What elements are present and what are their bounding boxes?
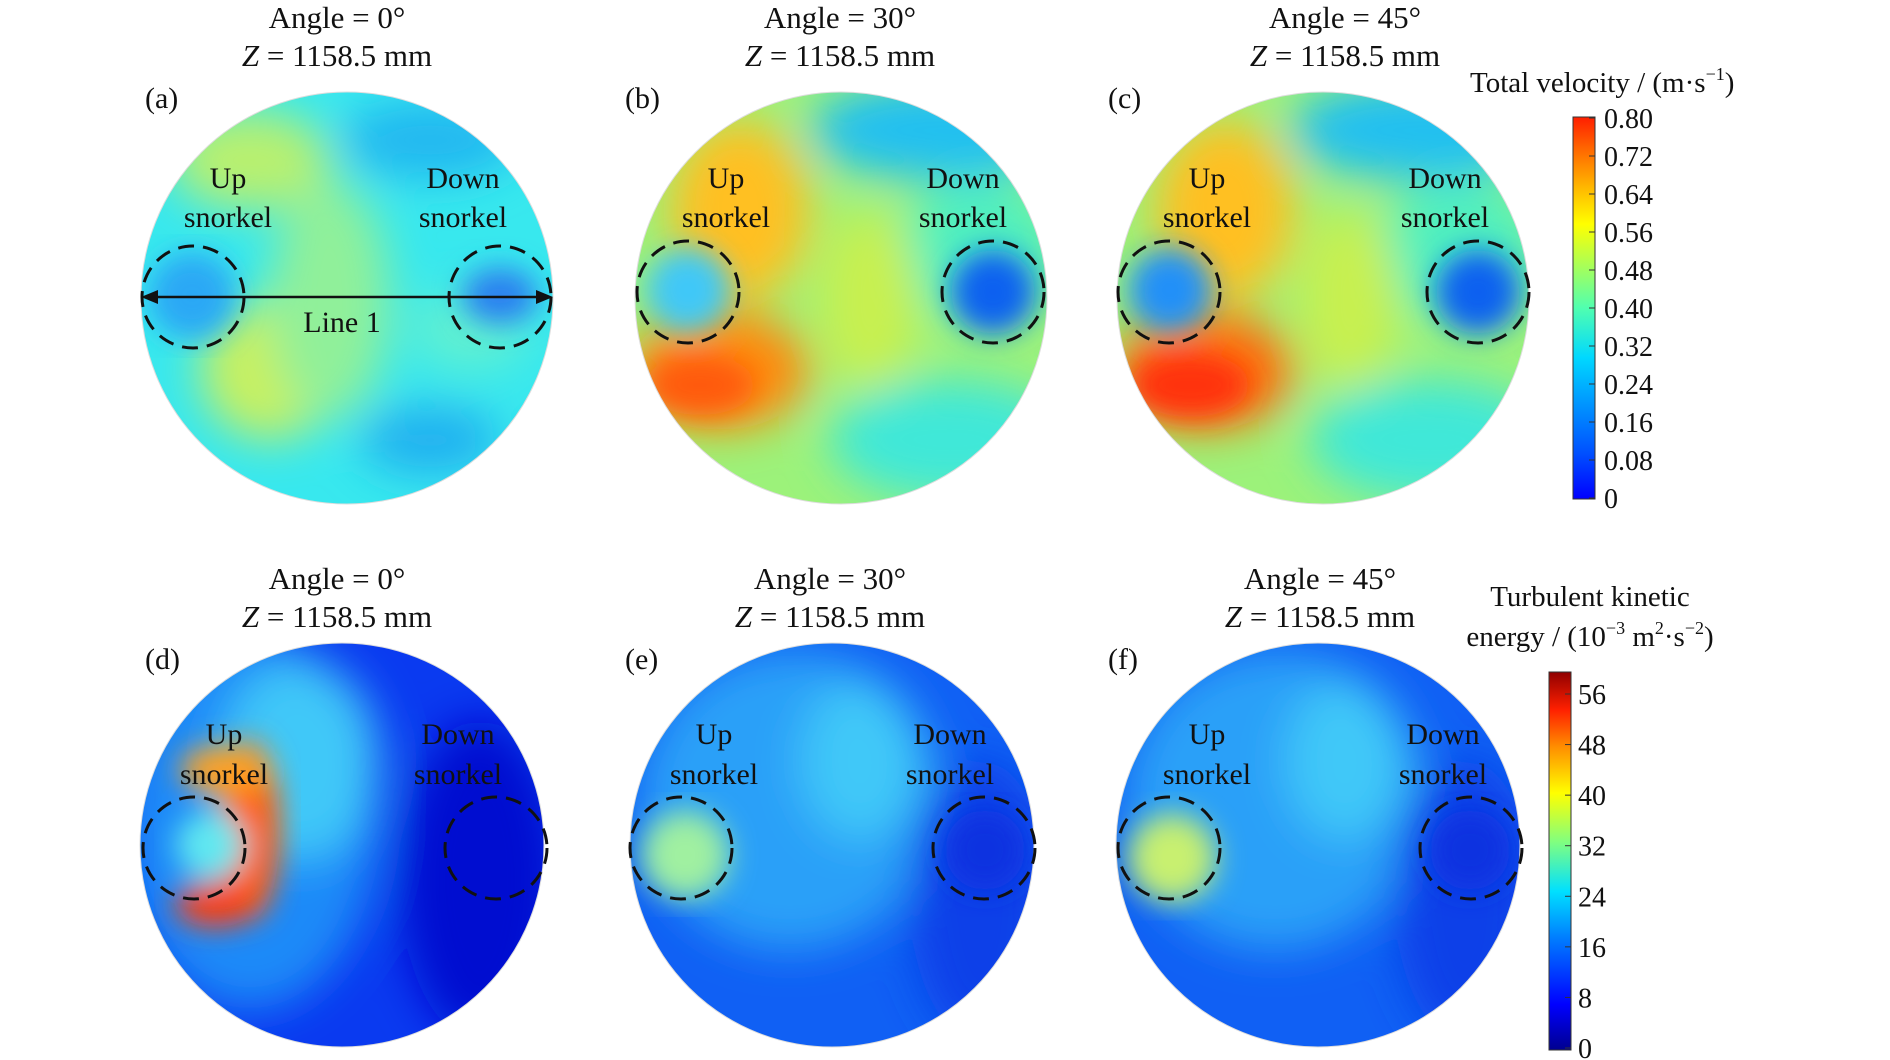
panel-c-up-label-2: snorkel <box>1163 201 1251 234</box>
colorbar-velocity-ticks: 0.80 0.72 0.64 0.56 0.48 0.40 0.32 0.24 0.16 0.08… <box>1589 104 1653 515</box>
panel-e-down-snorkel-circle <box>931 795 1037 901</box>
colorbar-velocity-tick-label: 0.48 <box>1604 256 1653 287</box>
panel-a-z: Z = 1158.5 mm <box>242 38 432 73</box>
panel-f-down-label-1: Down <box>1406 718 1479 751</box>
colorbar-velocity: Total velocity / (m·s−1) 0.80 0.72 0.64 0.5… <box>1470 64 1734 515</box>
colorbar-tke-tick-label: 8 <box>1578 983 1592 1014</box>
colorbar-velocity-tick-label: 0.08 <box>1604 446 1653 477</box>
panel-a-up-label-1: Up <box>210 162 247 195</box>
line-1-arrow <box>141 290 553 304</box>
panel-e-z: Z = 1158.5 mm <box>735 599 925 634</box>
panel-b-down-label-1: Down <box>926 162 999 195</box>
panel-b-contour <box>635 92 1047 504</box>
colorbar-tke-tick-label: 32 <box>1578 832 1606 863</box>
panel-e-label: (e) <box>625 643 658 676</box>
panel-a-label: (a) <box>145 82 178 115</box>
panel-b-down-label-2: snorkel <box>919 201 1007 234</box>
panel-b: Angle = 30° Z = 1158.5 mm (b) Up snorkel <box>625 0 1048 505</box>
panel-c-contour <box>1117 92 1529 504</box>
panel-e: Angle = 30° Z = 1158.5 mm (e) Up snorkel… <box>625 561 1037 1048</box>
colorbar-tke-tick-label: 40 <box>1578 781 1606 812</box>
panel-d-z: Z = 1158.5 mm <box>242 599 432 634</box>
colorbar-tke-title-line1: Turbulent kinetic <box>1490 581 1690 613</box>
panel-a: Angle = 0° Z = 1158.5 mm (a) Up snorkel … <box>140 0 554 505</box>
panel-a-angle: Angle = 0° <box>269 0 406 35</box>
colorbar-velocity-title: Total velocity / (m·s−1) <box>1470 64 1734 99</box>
colorbar-tke-tick-label: 24 <box>1578 882 1606 913</box>
colorbar-tke-tick-label: 56 <box>1578 680 1606 711</box>
colorbar-velocity-tick-label: 0.56 <box>1604 218 1653 249</box>
panel-d-up-snorkel-circle <box>141 795 247 901</box>
panel-e-up-label-2: snorkel <box>670 758 758 791</box>
panel-d-down-snorkel-circle <box>443 795 549 901</box>
colorbar-tke-tick-label: 16 <box>1578 933 1606 964</box>
panel-e-up-snorkel-circle <box>628 795 734 901</box>
panel-a-down-label-2: snorkel <box>419 201 507 234</box>
panel-c-down-snorkel-circle <box>1425 239 1531 345</box>
panel-c-down-label-1: Down <box>1408 162 1481 195</box>
panel-f-up-label-1: Up <box>1189 718 1226 751</box>
panel-b-z: Z = 1158.5 mm <box>745 38 935 73</box>
colorbar-velocity-tick-label: 0.32 <box>1604 332 1653 363</box>
panel-f: Angle = 45° Z = 1158.5 mm (f) Up snorkel… <box>1108 561 1524 1048</box>
colorbar-tke-title-line2: energy / (10−3 m2·s−2) <box>1466 618 1713 653</box>
panel-e-contour <box>630 643 1034 1047</box>
panel-d-down-label-1: Down <box>421 718 494 751</box>
panel-c-z: Z = 1158.5 mm <box>1250 38 1440 73</box>
panel-f-down-label-2: snorkel <box>1399 758 1487 791</box>
panel-b-label: (b) <box>625 82 660 115</box>
colorbar-velocity-tick-label: 0.64 <box>1604 180 1653 211</box>
colorbar-velocity-tick-label: 0.40 <box>1604 294 1653 325</box>
panel-d-up-label-2: snorkel <box>180 758 268 791</box>
panel-f-down-snorkel-circle <box>1418 795 1524 901</box>
panel-b-down-snorkel-circle <box>940 239 1046 345</box>
panel-c: Angle = 45° Z = 1158.5 mm (c) Up snorkel <box>1108 0 1531 505</box>
colorbar-tke: Turbulent kinetic energy / (10−3 m2·s−2)… <box>1466 581 1713 1060</box>
panel-f-contour <box>1116 643 1520 1047</box>
panel-d: Angle = 0° Z = 1158.5 mm (d) Up snorkel … <box>139 561 549 1048</box>
colorbar-velocity-tick-label: 0.72 <box>1604 142 1653 173</box>
panel-b-angle: Angle = 30° <box>764 0 916 35</box>
panel-a-line-label: Line 1 <box>303 306 380 339</box>
panel-c-up-label-1: Up <box>1189 162 1226 195</box>
colorbar-tke-tick-label: 48 <box>1578 731 1606 762</box>
colorbar-velocity-tick-label: 0.16 <box>1604 408 1653 439</box>
panel-d-down-label-2: snorkel <box>414 758 502 791</box>
panel-d-label: (d) <box>145 643 180 676</box>
panel-f-angle: Angle = 45° <box>1244 561 1396 596</box>
panel-f-label: (f) <box>1108 643 1138 676</box>
panel-e-down-label-2: snorkel <box>906 758 994 791</box>
panel-c-up-snorkel-circle <box>1116 239 1222 345</box>
panel-e-angle: Angle = 30° <box>754 561 906 596</box>
panel-d-angle: Angle = 0° <box>269 561 406 596</box>
colorbar-tke-bar <box>1548 671 1572 1051</box>
panel-c-angle: Angle = 45° <box>1269 0 1421 35</box>
panel-c-label: (c) <box>1108 82 1141 115</box>
panel-a-up-label-2: snorkel <box>184 201 272 234</box>
colorbar-tke-ticks: 56 48 40 32 24 16 8 0 <box>1565 680 1606 1060</box>
panel-a-down-label-1: Down <box>426 162 499 195</box>
colorbar-velocity-tick-label: 0.24 <box>1604 370 1653 401</box>
panel-f-z: Z = 1158.5 mm <box>1225 599 1415 634</box>
colorbar-velocity-tick-label: 0.80 <box>1604 104 1653 135</box>
panel-e-down-label-1: Down <box>913 718 986 751</box>
colorbar-velocity-tick-label: 0 <box>1604 484 1618 515</box>
panel-d-up-label-1: Up <box>206 718 243 751</box>
panel-b-up-snorkel-circle <box>635 239 741 345</box>
panel-b-up-label-1: Up <box>708 162 745 195</box>
panel-c-down-label-2: snorkel <box>1401 201 1489 234</box>
panel-b-up-label-2: snorkel <box>682 201 770 234</box>
panel-f-up-label-2: snorkel <box>1163 758 1251 791</box>
panel-e-up-label-1: Up <box>696 718 733 751</box>
colorbar-tke-tick-label: 0 <box>1578 1034 1592 1060</box>
panel-f-up-snorkel-circle <box>1116 795 1222 901</box>
panel-d-contour <box>140 643 544 1047</box>
